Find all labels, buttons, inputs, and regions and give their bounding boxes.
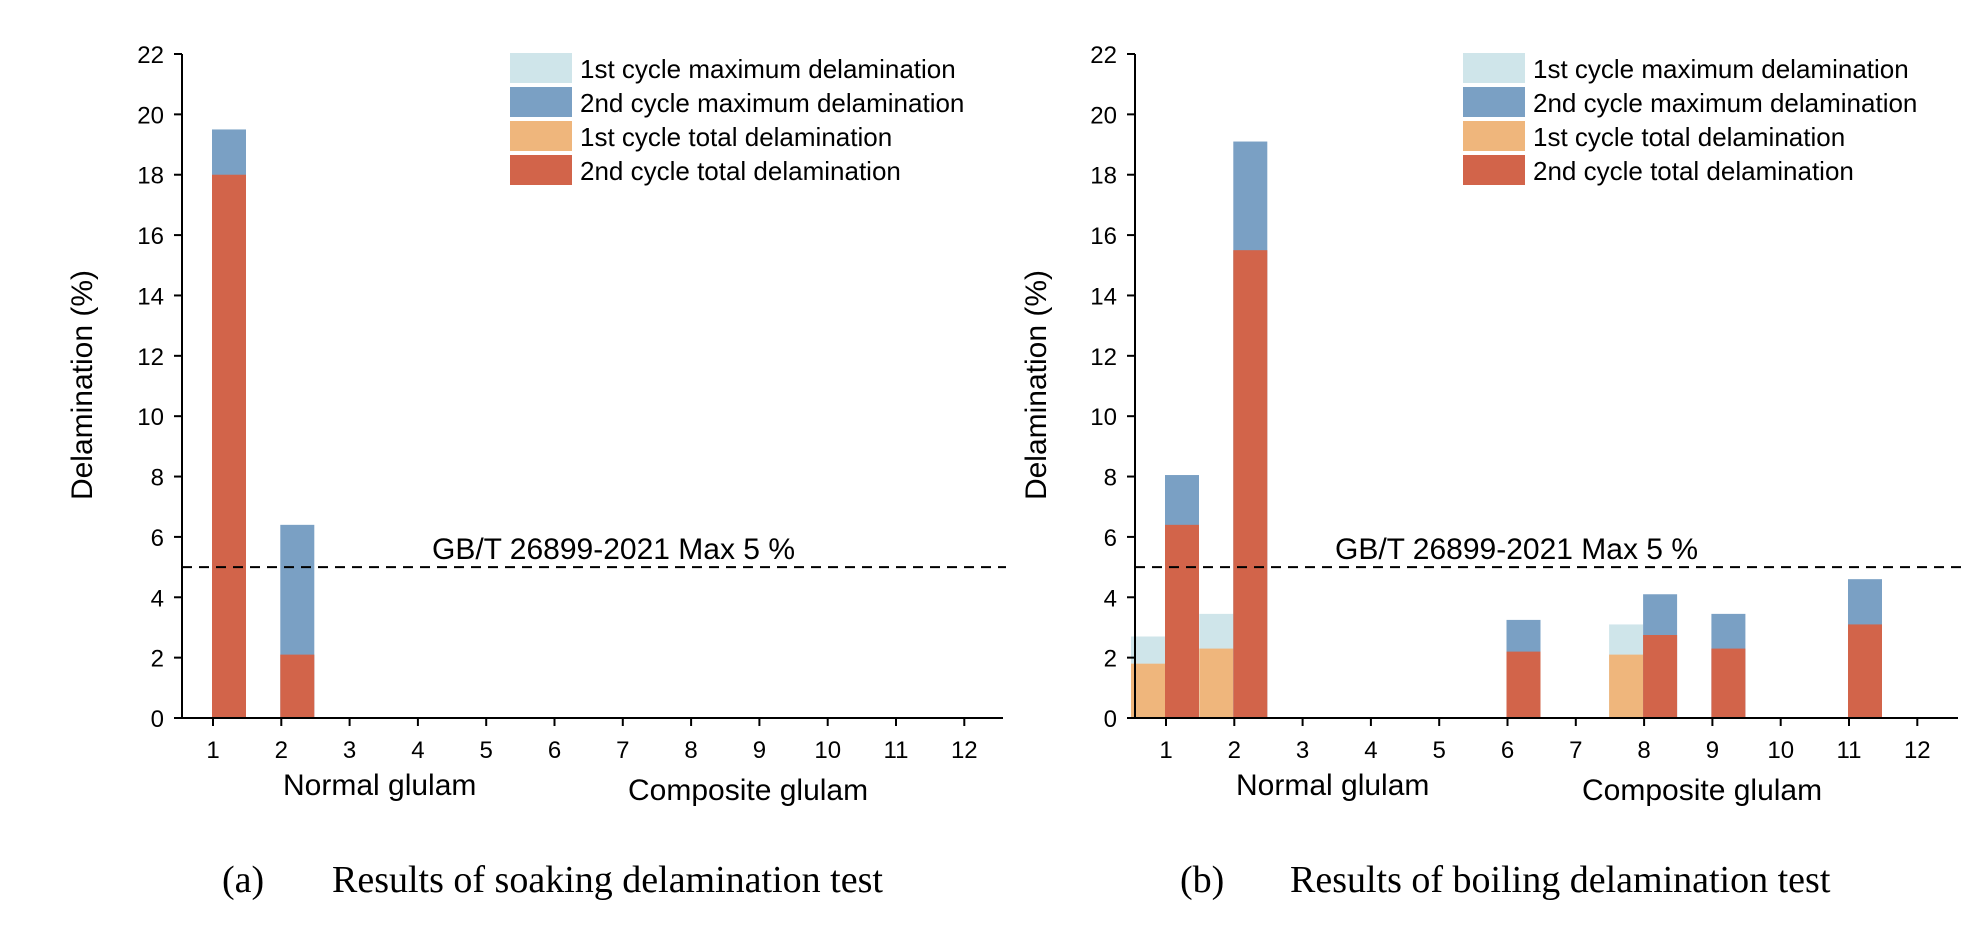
chartb-ytick-label-8: 8 — [1104, 465, 1117, 492]
charta-xtick-label-12: 12 — [951, 737, 978, 764]
charta-xtick-label-5: 5 — [480, 737, 493, 764]
charta-ytick-label-2: 2 — [151, 646, 164, 673]
charta-ytick-label-20: 20 — [137, 102, 164, 129]
charta-legend-label-1: 1st cycle maximum delamination — [580, 54, 956, 84]
chartb-ytick-label-14: 14 — [1090, 283, 1117, 310]
chartb-xtick-label-9: 9 — [1706, 737, 1719, 764]
chartb-ytick-label-4: 4 — [1104, 585, 1117, 612]
chartb-ytick-label-16: 16 — [1090, 223, 1117, 250]
chartb-legend-label-3: 1st cycle total delamination — [1533, 122, 1845, 152]
charta-xtick-label-10: 10 — [814, 737, 841, 764]
chartb-legend-swatch-3 — [1463, 121, 1525, 151]
chartb-ytick-label-6: 6 — [1104, 525, 1117, 552]
charta-xtick-label-3: 3 — [343, 737, 356, 764]
charta-xtick-label-2: 2 — [275, 737, 288, 764]
chartb-reference-label: GB/T 26899-2021 Max 5 % — [1335, 533, 1698, 566]
chartb-xtick-label-2: 2 — [1228, 737, 1241, 764]
charta-group-label-2: Composite glulam — [628, 774, 868, 807]
caption-a-letter: (a) — [222, 859, 265, 901]
chartb-ytick-label-20: 20 — [1090, 102, 1117, 129]
chartb-ytick-label-10: 10 — [1090, 404, 1117, 431]
chartb-ytick-label-2: 2 — [1104, 646, 1117, 673]
chartb-legend-swatch-2 — [1463, 87, 1525, 117]
chartb-bar-cycle1_total-2 — [1199, 648, 1234, 718]
charta-bar-cycle2_total-1 — [212, 174, 246, 718]
charta-ytick-label-10: 10 — [137, 404, 164, 431]
charta-xtick-label-1: 1 — [206, 737, 219, 764]
chartb-bar-cycle2_total-11 — [1848, 624, 1882, 718]
chartb-xtick-label-4: 4 — [1364, 737, 1377, 764]
charta-bar-cycle2_total-2 — [280, 654, 315, 718]
charta-y-axis-label: Delamination (%) — [66, 270, 99, 500]
charta-reference-label: GB/T 26899-2021 Max 5 % — [432, 533, 795, 566]
charta-ytick-label-8: 8 — [151, 465, 164, 492]
charta-xtick-label-4: 4 — [411, 737, 424, 764]
chartb-bar-cycle2_total-2 — [1233, 250, 1268, 718]
chartb-bar-cycle2_total-9 — [1711, 648, 1746, 718]
chartb-bar-cycle2_total-1 — [1165, 524, 1199, 718]
chartb-bar-cycle2_total-8 — [1643, 635, 1678, 718]
charta-legend-swatch-4 — [510, 155, 572, 185]
charta-legend-swatch-3 — [510, 121, 572, 151]
chartb-group-label-1: Normal glulam — [1236, 769, 1429, 802]
chartb-legend-label-4: 2nd cycle total delamination — [1533, 156, 1854, 186]
caption-a: (a) Results of soaking delamination test — [222, 858, 883, 902]
chartb-ytick-label-22: 22 — [1090, 42, 1117, 69]
chartb-group-label-2: Composite glulam — [1582, 774, 1822, 807]
charta-legend-label-4: 2nd cycle total delamination — [580, 156, 901, 186]
charta-ytick-label-22: 22 — [137, 42, 164, 69]
chartb-bar-cycle1_total-1 — [1131, 663, 1165, 718]
chartb-xtick-label-1: 1 — [1159, 737, 1172, 764]
charta-legend-swatch-2 — [510, 87, 572, 117]
caption-b-text: Results of boiling delamination test — [1290, 859, 1831, 901]
chartb-bar-cycle1_total-8 — [1609, 654, 1644, 718]
chartb-ytick-label-18: 18 — [1090, 163, 1117, 190]
chartb-xtick-label-7: 7 — [1569, 737, 1582, 764]
chartb-bar-cycle2_total-6 — [1506, 651, 1541, 718]
chartb-ytick-label-12: 12 — [1090, 344, 1117, 371]
charta-xtick-label-7: 7 — [616, 737, 629, 764]
chartb-ytick-label-0: 0 — [1104, 706, 1117, 733]
charta-legend-label-3: 1st cycle total delamination — [580, 122, 892, 152]
charta-xtick-label-11: 11 — [884, 737, 909, 764]
charta-xtick-label-8: 8 — [684, 737, 697, 764]
charta-ytick-label-12: 12 — [137, 344, 164, 371]
caption-b-letter: (b) — [1180, 859, 1225, 901]
charta-ytick-label-14: 14 — [137, 283, 164, 310]
chartb-xtick-label-11: 11 — [1837, 737, 1862, 764]
chartb-legend-swatch-4 — [1463, 155, 1525, 185]
charta-ytick-label-18: 18 — [137, 163, 164, 190]
charta-ytick-label-6: 6 — [151, 525, 164, 552]
chartb-legend-swatch-1 — [1463, 53, 1525, 83]
chartb-y-axis-label: Delamination (%) — [1020, 270, 1053, 500]
chartb-xtick-label-8: 8 — [1637, 737, 1650, 764]
charta-ytick-label-4: 4 — [151, 585, 164, 612]
chartb-xtick-label-12: 12 — [1904, 737, 1931, 764]
charta-group-label-1: Normal glulam — [283, 769, 476, 802]
chartb-xtick-label-6: 6 — [1501, 737, 1514, 764]
charta-legend-label-2: 2nd cycle maximum delamination — [580, 88, 964, 118]
caption-a-text: Results of soaking delamination test — [332, 859, 883, 901]
chartb-legend-label-2: 2nd cycle maximum delamination — [1533, 88, 1917, 118]
chartb-legend-label-1: 1st cycle maximum delamination — [1533, 54, 1909, 84]
charta-xtick-label-6: 6 — [548, 737, 561, 764]
charta-ytick-label-0: 0 — [151, 706, 164, 733]
charta-ytick-label-16: 16 — [137, 223, 164, 250]
chartb-xtick-label-5: 5 — [1433, 737, 1446, 764]
charta-xtick-label-9: 9 — [753, 737, 766, 764]
chartb-xtick-label-10: 10 — [1767, 737, 1794, 764]
chartb-xtick-label-3: 3 — [1296, 737, 1309, 764]
charta-legend-swatch-1 — [510, 53, 572, 83]
caption-b: (b) Results of boiling delamination test — [1180, 858, 1830, 902]
